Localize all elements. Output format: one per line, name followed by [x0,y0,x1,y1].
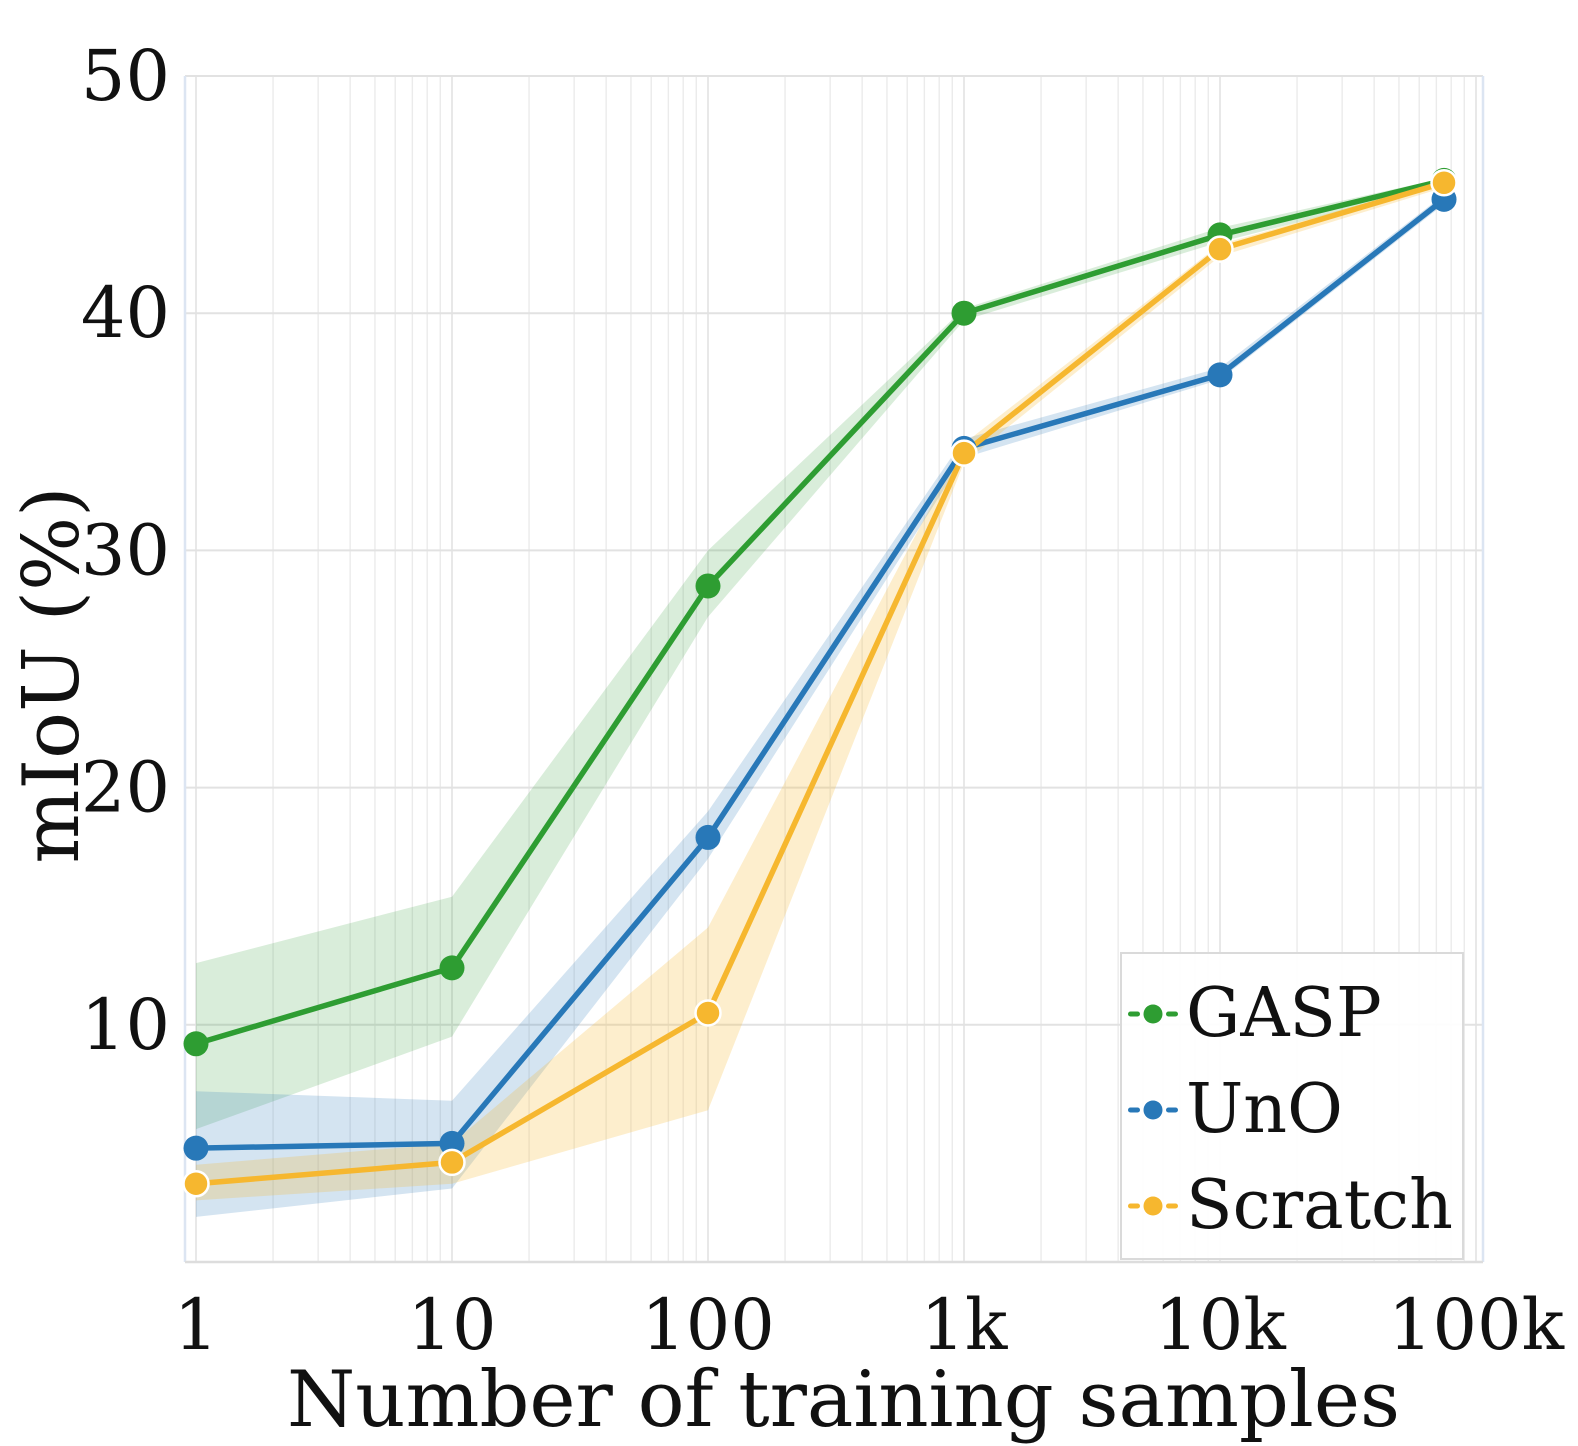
scratch-marker [438,1148,466,1177]
scratch-marker [950,439,978,467]
x-tick-label: 1 [174,1284,219,1366]
legend: GASP UnO Scratch [1120,952,1464,1260]
scratch-legend-marker-icon [1128,1196,1178,1216]
gasp-marker [183,1031,209,1057]
x-tick-label: 100 [641,1284,775,1366]
x-tick-label: 100k [1388,1284,1565,1366]
scratch-marker [1430,168,1458,197]
uno-marker [1207,362,1233,388]
legend-entry-uno: UnO [1128,1062,1343,1158]
uno-legend-marker-icon [1128,1100,1178,1120]
uno-marker [183,1135,209,1161]
uno-marker [439,1130,465,1156]
x-tick-label: 1k [921,1284,1009,1366]
y-tick-label: 10 [81,984,170,1066]
y-axis-title: mIoU (%) [7,486,97,864]
x-tick-label: 10k [1154,1284,1286,1366]
legend-label: Scratch [1186,1166,1453,1245]
legend-label: UnO [1186,1070,1343,1149]
y-tick-label: 50 [81,35,170,117]
gasp-band [196,177,1445,1130]
scratch-marker [694,999,722,1027]
gasp-marker [695,573,721,599]
x-axis-title: Number of training samples [287,1355,1401,1445]
legend-entry-scratch: Scratch [1128,1158,1453,1254]
scratch-marker [1206,235,1234,263]
uno-line [193,196,1447,1151]
x-tick-label: 10 [407,1284,496,1366]
legend-entry-gasp: GASP [1128,966,1382,1062]
gasp-marker [951,300,977,326]
y-tick-label: 30 [81,509,170,591]
scratch-line [193,179,1447,1187]
gasp-marker [439,955,465,981]
y-tick-label: 40 [81,272,170,354]
legend-label: GASP [1186,974,1382,1053]
uno-marker [695,824,721,850]
gasp-line [193,177,1447,1047]
scratch-marker [182,1169,210,1198]
gasp-legend-marker-icon [1128,1004,1178,1024]
y-tick-label: 20 [81,747,170,829]
